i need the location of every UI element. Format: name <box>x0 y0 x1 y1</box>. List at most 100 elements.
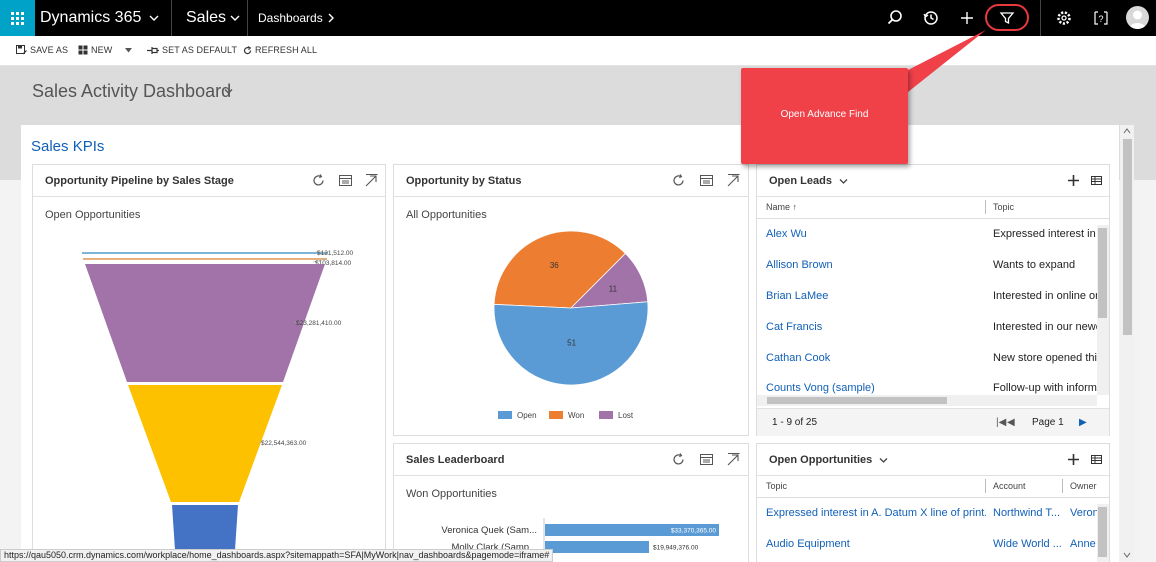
legend-label[interactable]: Open <box>517 411 537 420</box>
view-records-icon[interactable] <box>699 452 714 467</box>
scroll-up-icon[interactable] <box>1123 128 1131 134</box>
leaderboard-bar-chart[interactable]: Veronica Quek (Sam... $33,370,365.00 Molly… <box>394 518 748 562</box>
chevron-down-icon[interactable] <box>148 12 160 24</box>
brand-title[interactable]: Dynamics 365 <box>40 9 142 26</box>
scrollbar-thumb[interactable] <box>1098 507 1107 557</box>
funnel-stage[interactable] <box>82 252 328 254</box>
divider <box>757 497 1109 498</box>
expand-icon[interactable] <box>726 173 741 188</box>
view-records-icon[interactable] <box>338 173 353 188</box>
refresh-icon[interactable] <box>311 173 326 188</box>
pie-slice[interactable] <box>493 230 626 309</box>
refresh-icon[interactable] <box>671 452 686 467</box>
app-launcher-button[interactable] <box>0 0 35 36</box>
refresh-all-button[interactable]: REFRESH ALL <box>243 45 317 55</box>
view-records-icon[interactable] <box>699 173 714 188</box>
legend-label[interactable]: Won <box>568 411 584 420</box>
plus-icon[interactable] <box>1066 173 1081 188</box>
column-header-owner[interactable]: Owner <box>1070 481 1097 491</box>
column-header-name[interactable]: Name ↑ <box>766 202 797 212</box>
lead-name-link[interactable]: Alex Wu <box>766 228 807 240</box>
funnel-value-label: $103,814.00 <box>315 260 352 267</box>
legend-label[interactable]: Lost <box>618 411 634 420</box>
panel-title[interactable]: Open Leads <box>769 175 832 187</box>
pie-slice[interactable] <box>493 301 649 386</box>
new-label: NEW <box>91 45 113 55</box>
open-leads-panel: Open Leads Name ↑ Topic Alex Wu Expresse… <box>756 164 1110 436</box>
plus-icon[interactable] <box>958 9 976 27</box>
status-pie-chart[interactable]: 36 11 51 Open Won Lost <box>394 225 748 425</box>
new-button[interactable]: NEW <box>78 45 112 55</box>
panel-title[interactable]: Open Opportunities <box>769 454 873 466</box>
set-as-default-button[interactable]: SET AS DEFAULT <box>147 45 237 55</box>
search-icon[interactable] <box>886 9 904 27</box>
account-link[interactable]: Wide World ... <box>993 538 1062 550</box>
scrollbar-thumb[interactable] <box>767 397 947 404</box>
expand-icon[interactable] <box>364 173 379 188</box>
caret-down-icon[interactable] <box>125 48 132 53</box>
first-page-icon[interactable]: |◀ <box>996 417 1007 428</box>
top-navigation-bar: Dynamics 365 Sales Dashboards ? <box>0 0 1156 36</box>
filter-icon[interactable] <box>998 9 1016 27</box>
column-header-account[interactable]: Account <box>993 481 1026 491</box>
scrollbar-thumb[interactable] <box>1098 228 1107 318</box>
funnel-stage[interactable] <box>83 258 327 260</box>
scrollbar-thumb[interactable] <box>1123 139 1132 335</box>
page-vertical-scrollbar[interactable] <box>1120 125 1134 562</box>
panel-header: Open Opportunities <box>757 444 1109 476</box>
scroll-down-icon[interactable] <box>1123 552 1131 558</box>
funnel-value-label: $22,544,363.00 <box>261 440 307 447</box>
account-link[interactable]: Northwind T... <box>993 507 1061 519</box>
module-selector[interactable]: Sales <box>186 9 227 26</box>
owner-link[interactable]: Anne <box>1070 538 1096 550</box>
horizontal-scrollbar[interactable] <box>757 395 1097 406</box>
breadcrumb-dashboards[interactable]: Dashboards <box>258 11 323 25</box>
vertical-scrollbar[interactable] <box>1097 225 1109 395</box>
grid-view-icon[interactable] <box>1089 173 1104 188</box>
expand-icon[interactable] <box>726 452 741 467</box>
next-page-icon[interactable]: ▶ <box>1079 417 1087 428</box>
gear-icon[interactable] <box>1055 9 1073 27</box>
funnel-stage[interactable] <box>85 264 325 382</box>
browser-status-url: https://qau5050.crm.dynamics.com/workpla… <box>0 549 554 562</box>
callout-text: Open Advance Find <box>780 109 869 120</box>
chevron-down-icon[interactable] <box>879 457 888 464</box>
leaderboard-bar[interactable] <box>545 541 650 553</box>
chevron-down-icon[interactable] <box>839 178 848 185</box>
bar-value-label: $19,949,376.00 <box>653 545 699 552</box>
column-header-topic[interactable]: Topic <box>766 481 788 491</box>
dashboard-title[interactable]: Sales Activity Dashboard <box>32 81 232 101</box>
grid-view-icon[interactable] <box>1089 452 1104 467</box>
refresh-icon <box>243 45 252 54</box>
leaderboard-bar[interactable] <box>545 524 719 536</box>
divider <box>171 0 172 36</box>
lead-name-link[interactable]: Allison Brown <box>766 259 833 271</box>
lead-name-link[interactable]: Cathan Cook <box>766 352 831 364</box>
panel-title: Sales Leaderboard <box>406 454 505 466</box>
help-icon[interactable]: ? <box>1092 9 1110 27</box>
recent-history-icon[interactable] <box>922 9 940 27</box>
pipeline-funnel-chart[interactable]: $121,512.00 $103,814.00 $23,281,410.00 $22,… <box>33 225 385 562</box>
refresh-icon[interactable] <box>671 173 686 188</box>
chevron-down-icon[interactable] <box>229 12 241 24</box>
lead-name-link[interactable]: Cat Francis <box>766 321 823 333</box>
save-as-button[interactable]: SAVE AS <box>16 45 68 55</box>
vertical-scrollbar[interactable] <box>1097 504 1109 562</box>
opportunity-topic-link[interactable]: Expressed interest in A. Datum X line of… <box>766 507 986 519</box>
column-header-topic[interactable]: Topic <box>993 202 1015 212</box>
owner-link[interactable]: Veron <box>1070 507 1097 519</box>
plus-icon[interactable] <box>1066 452 1081 467</box>
previous-page-icon[interactable]: ◀ <box>1007 417 1015 428</box>
chevron-right-icon[interactable] <box>326 12 336 24</box>
lead-topic: New store opened this <box>993 352 1097 364</box>
bar-category-label: Molly Clark (Samp... <box>451 542 537 553</box>
save-as-label: SAVE AS <box>30 45 69 55</box>
lead-name-link[interactable]: Brian LaMee <box>766 290 829 302</box>
user-avatar[interactable] <box>1126 6 1149 29</box>
chevron-down-icon[interactable] <box>224 88 233 95</box>
funnel-stage[interactable] <box>172 505 238 562</box>
lead-name-link[interactable]: Counts Vong (sample) <box>766 382 875 394</box>
opportunity-topic-link[interactable]: Audio Equipment <box>766 538 850 550</box>
divider <box>247 0 248 36</box>
funnel-stage[interactable] <box>128 385 282 502</box>
